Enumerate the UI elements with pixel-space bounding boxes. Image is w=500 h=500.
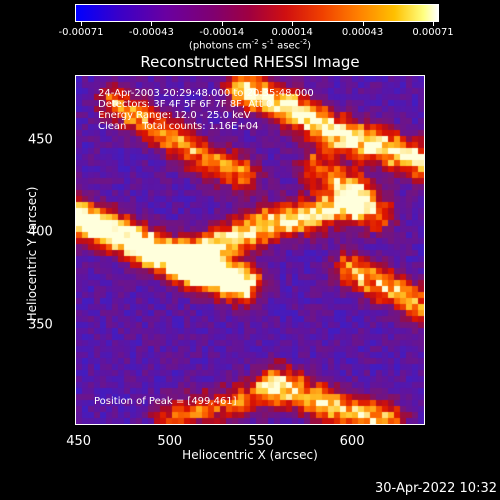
heatmap-canvas xyxy=(76,76,424,424)
annotation-detectors: Detectors: 3F 4F 5F 6F 7F 8F, Att 0 xyxy=(98,99,273,110)
annotation-peak: Position of Peak = [499,461] xyxy=(94,396,237,407)
colorbar-tick xyxy=(292,22,294,26)
y-tick-label: 400 xyxy=(28,224,53,240)
y-axis-label: Heliocentric Y (arcsec) xyxy=(25,186,39,322)
x-tick-label: 450 xyxy=(66,434,92,449)
colorbar-tick-label: -0.00043 xyxy=(128,27,174,38)
y-tick-label: 350 xyxy=(28,317,53,333)
annotation-time: 24-Apr-2003 20:29:48.000 to 20:35:48.000 xyxy=(98,88,314,99)
x-axis-label: Heliocentric X (arcsec) xyxy=(182,448,318,462)
colorbar-tick-label: 0.00014 xyxy=(271,27,313,38)
colorbar-tick xyxy=(362,22,364,26)
colorbar xyxy=(75,4,439,22)
colorbar-tick-label: 0.00071 xyxy=(412,27,454,38)
chart-title: Reconstructed RHESSI Image xyxy=(140,53,360,71)
annotation-energy: Energy Range: 12.0 - 25.0 keV xyxy=(98,110,251,121)
timestamp: 30-Apr-2022 10:32 xyxy=(375,481,497,496)
x-tick-label: 550 xyxy=(248,434,274,449)
colorbar-tick xyxy=(81,22,82,26)
colorbar-tick-label: -0.00071 xyxy=(58,27,104,38)
x-tick-label: 600 xyxy=(339,434,365,449)
colorbar-tick xyxy=(433,22,434,26)
y-tick-label: 450 xyxy=(28,132,53,148)
colorbar-tick-label: -0.00014 xyxy=(199,27,245,38)
image-plot: 24-Apr-2003 20:29:48.000 to 20:35:48.000… xyxy=(75,75,425,425)
x-tick-label: 500 xyxy=(157,434,183,449)
annotation-clean: Clean Total counts: 1.16E+04 xyxy=(98,121,259,132)
colorbar-units: (photons cm-2 s-1 asec-2) xyxy=(188,38,312,52)
colorbar-tick xyxy=(221,22,223,26)
colorbar-tick-label: 0.00043 xyxy=(341,27,384,38)
colorbar-tick xyxy=(151,22,153,26)
